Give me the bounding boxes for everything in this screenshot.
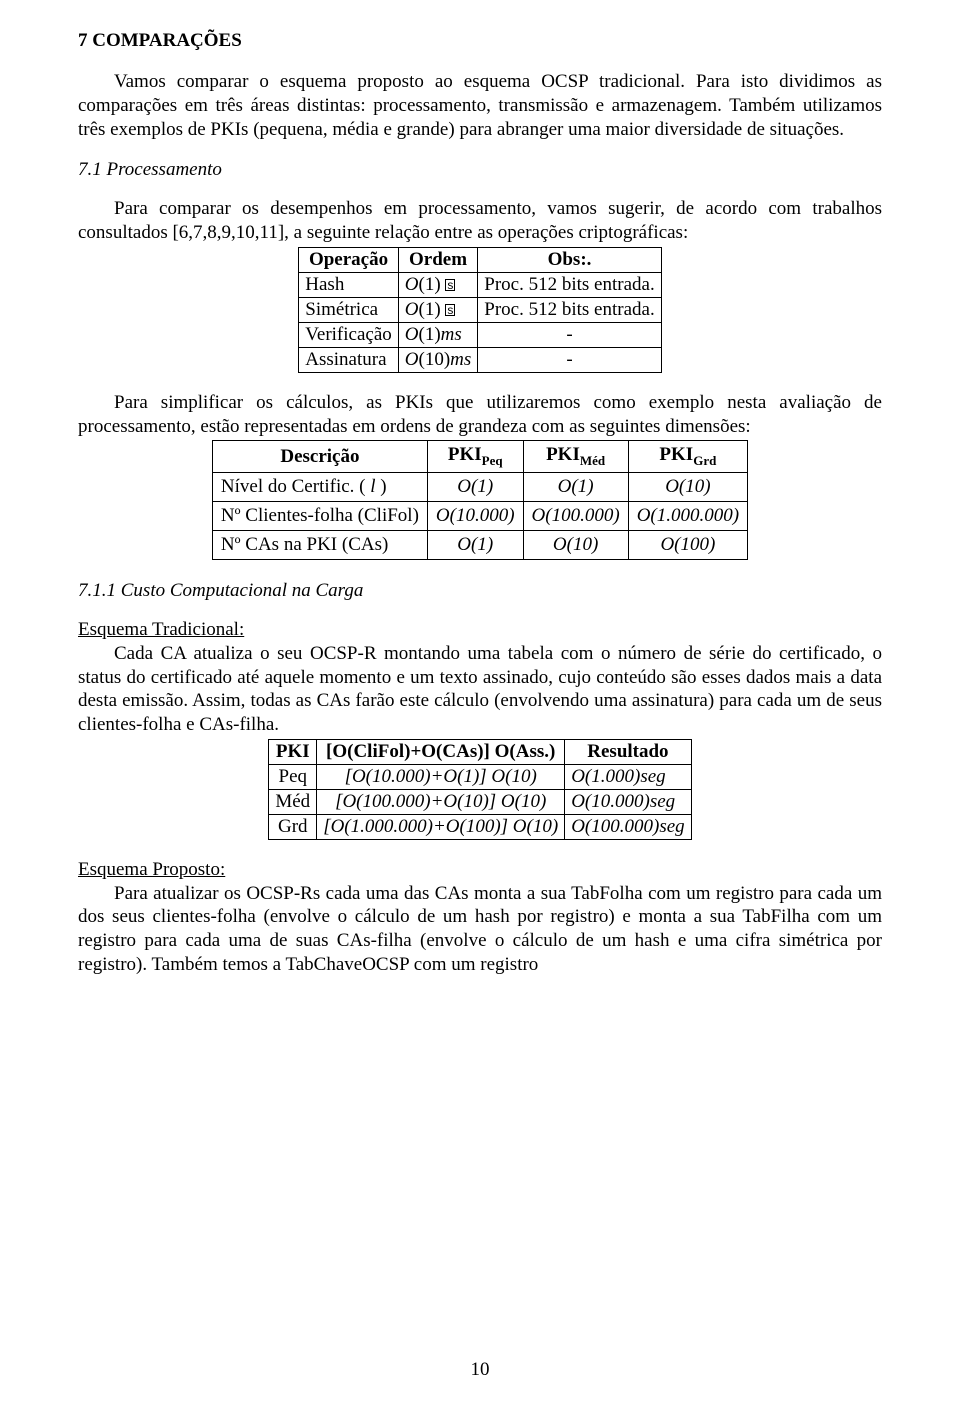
cell-resultado: O(100.000)seg [565,814,691,839]
table-row: Simétrica O(1) s Proc. 512 bits entrada. [299,297,661,322]
cell-obs: Proc. 512 bits entrada. [478,272,661,297]
pki-dimensions-table: Descrição PKIPeq PKIMéd PKIGrd Nível do … [212,440,748,560]
intro-paragraph: Vamos comparar o esquema proposto ao esq… [78,70,882,141]
th-pki-grd: PKIGrd [628,441,747,473]
table-row: Grd [O(1.000.000)+O(100)] O(10) O(100.00… [269,814,691,839]
cell-formula: [O(100.000)+O(10)] O(10) [317,789,565,814]
th-pki-peq: PKIPeq [427,441,523,473]
table-row: Méd [O(100.000)+O(10)] O(10) O(10.000)se… [269,789,691,814]
cell-med: O(10) [523,531,628,560]
esquema-proposto-label: Esquema Proposto: [78,859,225,880]
cell-ordem: O(1)ms [398,322,478,347]
cell-obs: - [478,322,661,347]
table-row: Verificação O(1)ms - [299,322,661,347]
cell-label: Nível do Certific. ( l ) [212,473,427,502]
subsection-7-1-1-heading: 7.1.1 Custo Computacional na Carga [78,580,882,602]
cell-obs: - [478,347,661,372]
cell-op: Hash [299,272,399,297]
esquema-tradicional-block: Esquema Tradicional: Cada CA atualiza o … [78,618,882,737]
esquema-tradicional-label: Esquema Tradicional: [78,619,244,640]
th-formula: [O(CliFol)+O(CAs)] O(Ass.) [317,739,565,764]
page: 7 COMPARAÇÕES Vamos comparar o esquema p… [0,0,960,1405]
table-row: Nº CAs na PKI (CAs) O(1) O(10) O(100) [212,531,747,560]
cell-op: Assinatura [299,347,399,372]
th-obs: Obs:. [478,247,661,272]
cell-grd: O(1.000.000) [628,502,747,531]
th-operacao: Operação [299,247,399,272]
table-header-row: Operação Ordem Obs:. [299,247,661,272]
th-ordem: Ordem [398,247,478,272]
operations-table: Operação Ordem Obs:. Hash O(1) s Proc. 5… [298,247,661,373]
carga-tradicional-table: PKI [O(CliFol)+O(CAs)] O(Ass.) Resultado… [268,739,691,840]
table-header-row: Descrição PKIPeq PKIMéd PKIGrd [212,441,747,473]
cell-pki: Méd [269,789,317,814]
th-descricao: Descrição [212,441,427,473]
page-number: 10 [0,1359,960,1381]
cell-formula: [O(1.000.000)+O(100)] O(10) [317,814,565,839]
cell-label: Nº Clientes-folha (CliFol) [212,502,427,531]
subsection-7-1-heading: 7.1 Processamento [78,159,882,181]
cell-op: Simétrica [299,297,399,322]
table-row: Hash O(1) s Proc. 512 bits entrada. [299,272,661,297]
th-pki-med: PKIMéd [523,441,628,473]
esquema-proposto-block: Esquema Proposto: Para atualizar os OCSP… [78,858,882,977]
table-header-row: PKI [O(CliFol)+O(CAs)] O(Ass.) Resultado [269,739,691,764]
cell-resultado: O(1.000)seg [565,764,691,789]
th-resultado: Resultado [565,739,691,764]
cell-op: Verificação [299,322,399,347]
cell-grd: O(100) [628,531,747,560]
th-pki: PKI [269,739,317,764]
cell-peq: O(10.000) [427,502,523,531]
cell-ordem: O(1) s [398,272,478,297]
table-row: Nº Clientes-folha (CliFol) O(10.000) O(1… [212,502,747,531]
cell-label: Nº CAs na PKI (CAs) [212,531,427,560]
esquema-tradicional-text: Cada CA atualiza o seu OCSP-R montando u… [78,642,882,737]
cell-ordem: O(1) s [398,297,478,322]
table-row: Nível do Certific. ( l ) O(1) O(1) O(10) [212,473,747,502]
cell-med: O(1) [523,473,628,502]
cell-ordem: O(10)ms [398,347,478,372]
section-heading: 7 COMPARAÇÕES [78,30,882,52]
cell-formula: [O(10.000)+O(1)] O(10) [317,764,565,789]
sub1-intro-paragraph: Para comparar os desempenhos em processa… [78,197,882,245]
para-pki-dimensions: Para simplificar os cálculos, as PKIs qu… [78,391,882,439]
table-row: Assinatura O(10)ms - [299,347,661,372]
cell-pki: Grd [269,814,317,839]
cell-peq: O(1) [427,531,523,560]
cell-pki: Peq [269,764,317,789]
esquema-proposto-text: Para atualizar os OCSP-Rs cada uma das C… [78,882,882,977]
cell-grd: O(10) [628,473,747,502]
cell-resultado: O(10.000)seg [565,789,691,814]
cell-obs: Proc. 512 bits entrada. [478,297,661,322]
cell-peq: O(1) [427,473,523,502]
table-row: Peq [O(10.000)+O(1)] O(10) O(1.000)seg [269,764,691,789]
cell-med: O(100.000) [523,502,628,531]
